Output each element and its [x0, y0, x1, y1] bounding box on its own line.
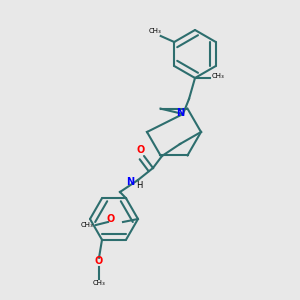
Text: CH₃: CH₃: [211, 73, 224, 79]
Text: N: N: [176, 107, 184, 118]
Text: O: O: [107, 214, 115, 224]
Text: CH₃: CH₃: [81, 221, 93, 227]
Text: CH₃: CH₃: [148, 28, 161, 34]
Text: O: O: [95, 256, 103, 266]
Text: CH₃: CH₃: [93, 280, 105, 286]
Text: H: H: [136, 181, 143, 190]
Text: N: N: [126, 176, 135, 187]
Text: O: O: [137, 145, 145, 155]
